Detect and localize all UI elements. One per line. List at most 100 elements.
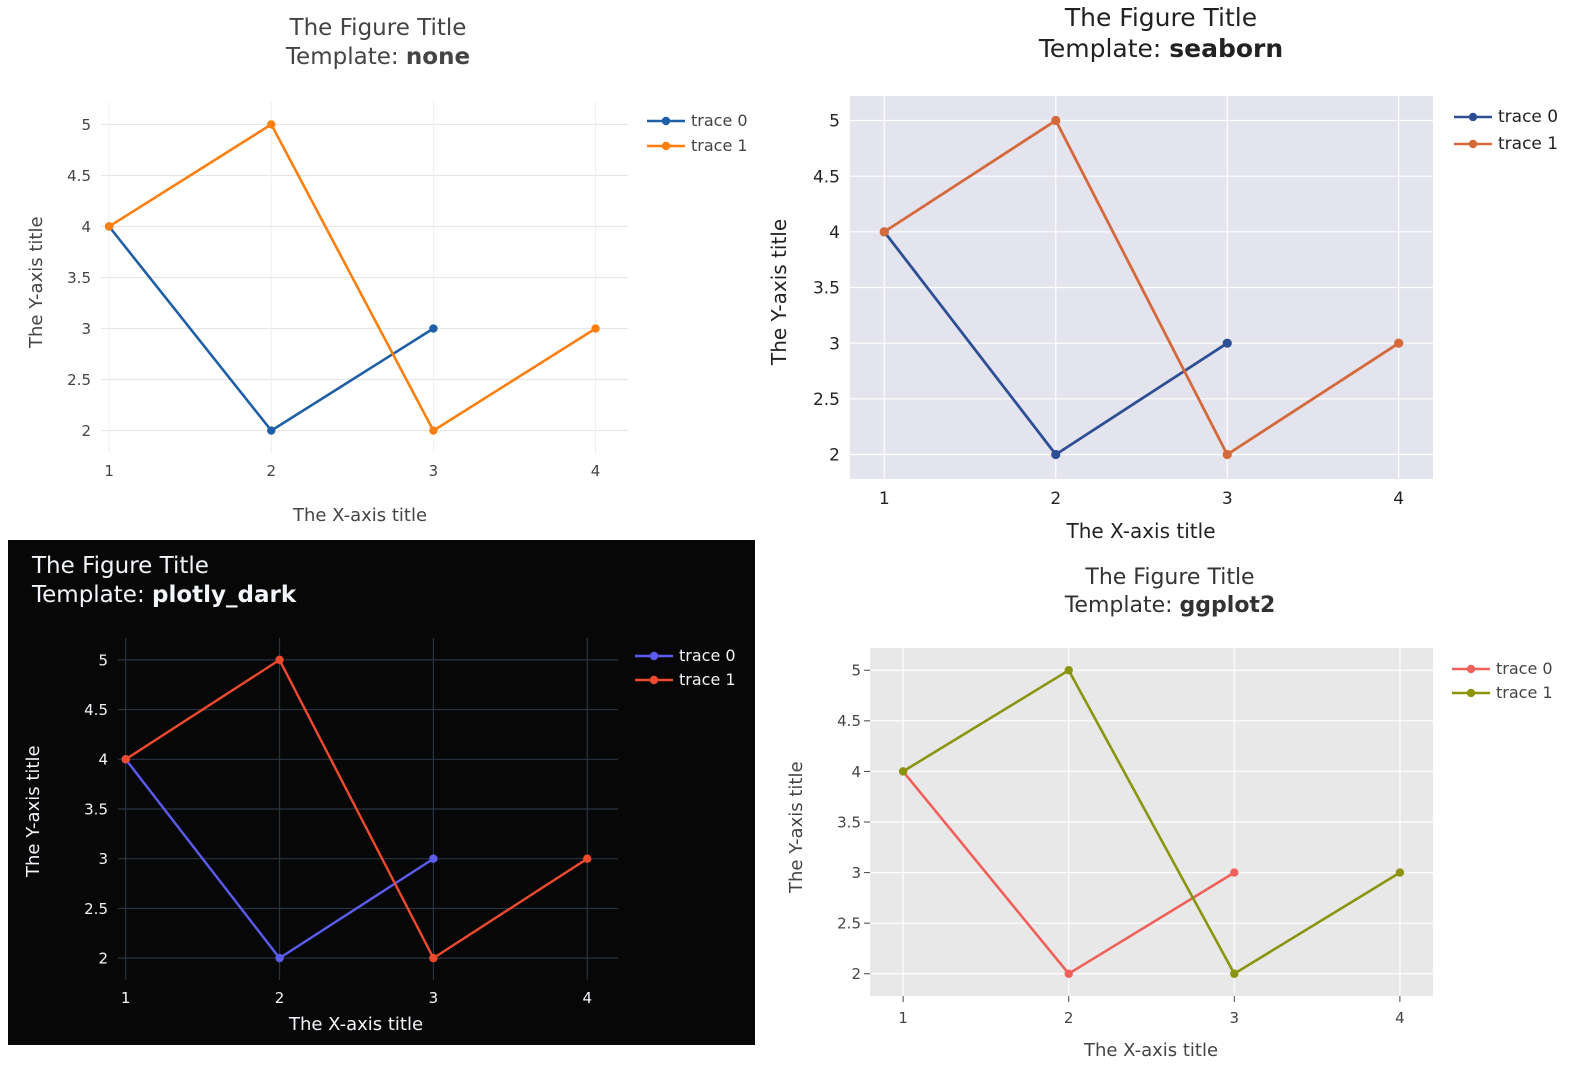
subtitle-line: Template: plotly_dark <box>32 581 296 610</box>
data-point <box>275 655 284 665</box>
data-point <box>1394 338 1404 348</box>
y-tick-label: 5 <box>98 651 108 669</box>
legend-marker <box>1468 139 1478 149</box>
data-point <box>1051 115 1061 126</box>
y-tick-label: 4 <box>98 751 108 769</box>
y-tick-label: 2 <box>851 965 861 983</box>
data-point <box>429 426 438 435</box>
y-tick-label: 4.5 <box>837 712 861 730</box>
template-name: none <box>405 43 471 70</box>
x-tick-label: 2 <box>1064 1009 1074 1027</box>
data-point <box>429 854 438 863</box>
y-tick-label: 4.5 <box>813 167 840 187</box>
x-tick-label: 1 <box>104 462 114 480</box>
series-line-1 <box>902 669 1401 976</box>
legend-marker <box>649 675 659 685</box>
chart-title: The Figure Title Template: ggplot2 <box>1065 564 1276 619</box>
subtitle-prefix: Template: <box>1038 34 1170 64</box>
legend-marker <box>661 116 671 126</box>
data-point <box>121 755 130 764</box>
x-tick-label: 1 <box>879 489 890 509</box>
y-axis-title: The Y-axis title <box>23 745 44 877</box>
y-tick-label: 5 <box>81 116 91 134</box>
chart-panel-plotly-dark: The Figure Title Template: plotly_dark 2… <box>8 540 755 1045</box>
chart-panel-seaborn: The Figure Title Template: seaborn 2 2.5 3… <box>760 0 1578 550</box>
legend-label: trace 1 <box>1498 134 1559 154</box>
legend-swatch <box>635 675 673 685</box>
x-tick-label: 4 <box>582 989 592 1007</box>
y-tick-label: 4.5 <box>84 701 108 719</box>
y-tick-label: 3.5 <box>67 269 91 287</box>
data-point <box>1230 969 1239 978</box>
legend-marker <box>661 141 671 151</box>
x-tick-label: 2 <box>275 989 285 1007</box>
x-axis-title: The X-axis title <box>1066 519 1216 543</box>
title-line: The Figure Title <box>289 15 467 41</box>
y-tick-label: 3.5 <box>813 279 840 299</box>
legend-label: trace 1 <box>1496 683 1553 702</box>
y-tick-label: 5 <box>829 112 840 132</box>
y-tick-label: 2.5 <box>84 900 108 918</box>
y-tick-label: 4 <box>81 218 91 236</box>
x-axis-title: The X-axis title <box>292 505 428 526</box>
subtitle-prefix: Template: <box>32 581 153 608</box>
chart-title: The Figure Title Template: plotly_dark <box>32 552 296 610</box>
legend-marker <box>1468 112 1478 122</box>
legend-marker <box>649 651 659 661</box>
legend-label: trace 0 <box>1496 659 1553 678</box>
data-point <box>583 854 592 863</box>
template-name: ggplot2 <box>1179 592 1276 618</box>
plot-area: 2 2.5 3 3.5 4 4.5 5 1 2 3 4 <box>837 648 1433 1027</box>
chart-title: The Figure Title Template: none <box>286 14 470 72</box>
template-name: seaborn <box>1169 34 1284 64</box>
legend-marker <box>1466 688 1476 698</box>
data-point <box>1230 868 1239 877</box>
x-tick-label: 3 <box>429 462 439 480</box>
plot-area: 2 2.5 3 3.5 4 4.5 5 1 2 3 4 <box>67 102 628 480</box>
data-point <box>104 222 114 231</box>
series-line-1 <box>125 658 588 960</box>
legend-label: trace 1 <box>691 136 748 155</box>
subtitle-prefix: Template: <box>285 43 406 70</box>
x-tick-label: 2 <box>1050 489 1061 509</box>
x-tick-label: 4 <box>1395 1009 1405 1027</box>
y-tick-label: 2 <box>98 950 108 968</box>
y-tick-label: 3 <box>98 850 108 868</box>
data-point <box>1395 868 1405 877</box>
y-tick-label: 5 <box>851 662 861 680</box>
template-name: plotly_dark <box>152 581 297 608</box>
data-point <box>267 426 276 435</box>
legend-label: trace 0 <box>691 111 748 130</box>
data-point <box>1064 666 1073 675</box>
data-point <box>275 953 284 963</box>
y-tick-label: 2.5 <box>813 390 840 410</box>
y-tick-label: 2 <box>829 446 840 466</box>
y-axis-title: The Y-axis title <box>26 216 47 348</box>
x-tick-label: 2 <box>266 462 276 480</box>
title-line: The Figure Title <box>1064 3 1258 32</box>
x-tick-label: 4 <box>1393 489 1404 509</box>
subtitle-prefix: Template: <box>1064 592 1180 618</box>
legend-label: trace 0 <box>1498 107 1559 127</box>
subtitle-line: Template: none <box>286 43 470 72</box>
legend-marker <box>1466 664 1476 674</box>
chart-title: The Figure Title Template: seaborn <box>1039 2 1283 65</box>
y-tick-label: 3 <box>829 334 840 354</box>
y-tick-label: 2.5 <box>67 371 91 389</box>
y-tick-label: 3 <box>851 864 861 882</box>
y-tick-label: 4 <box>829 223 840 243</box>
y-tick-label: 4.5 <box>67 167 91 185</box>
plot-area: 2 2.5 3 3.5 4 4.5 5 1 2 3 4 <box>84 638 618 1007</box>
data-point <box>1222 449 1232 460</box>
y-tick-label: 3.5 <box>84 800 108 818</box>
data-point <box>591 324 600 333</box>
x-tick-label: 3 <box>1230 1009 1240 1027</box>
data-point <box>267 120 276 129</box>
data-point <box>429 324 438 333</box>
data-point <box>898 767 908 776</box>
data-point <box>879 227 889 237</box>
y-tick-label: 4 <box>851 763 861 781</box>
title-line: The Figure Title <box>1085 565 1255 590</box>
y-axis-title: The Y-axis title <box>786 761 807 893</box>
y-tick-label: 2.5 <box>837 915 861 933</box>
